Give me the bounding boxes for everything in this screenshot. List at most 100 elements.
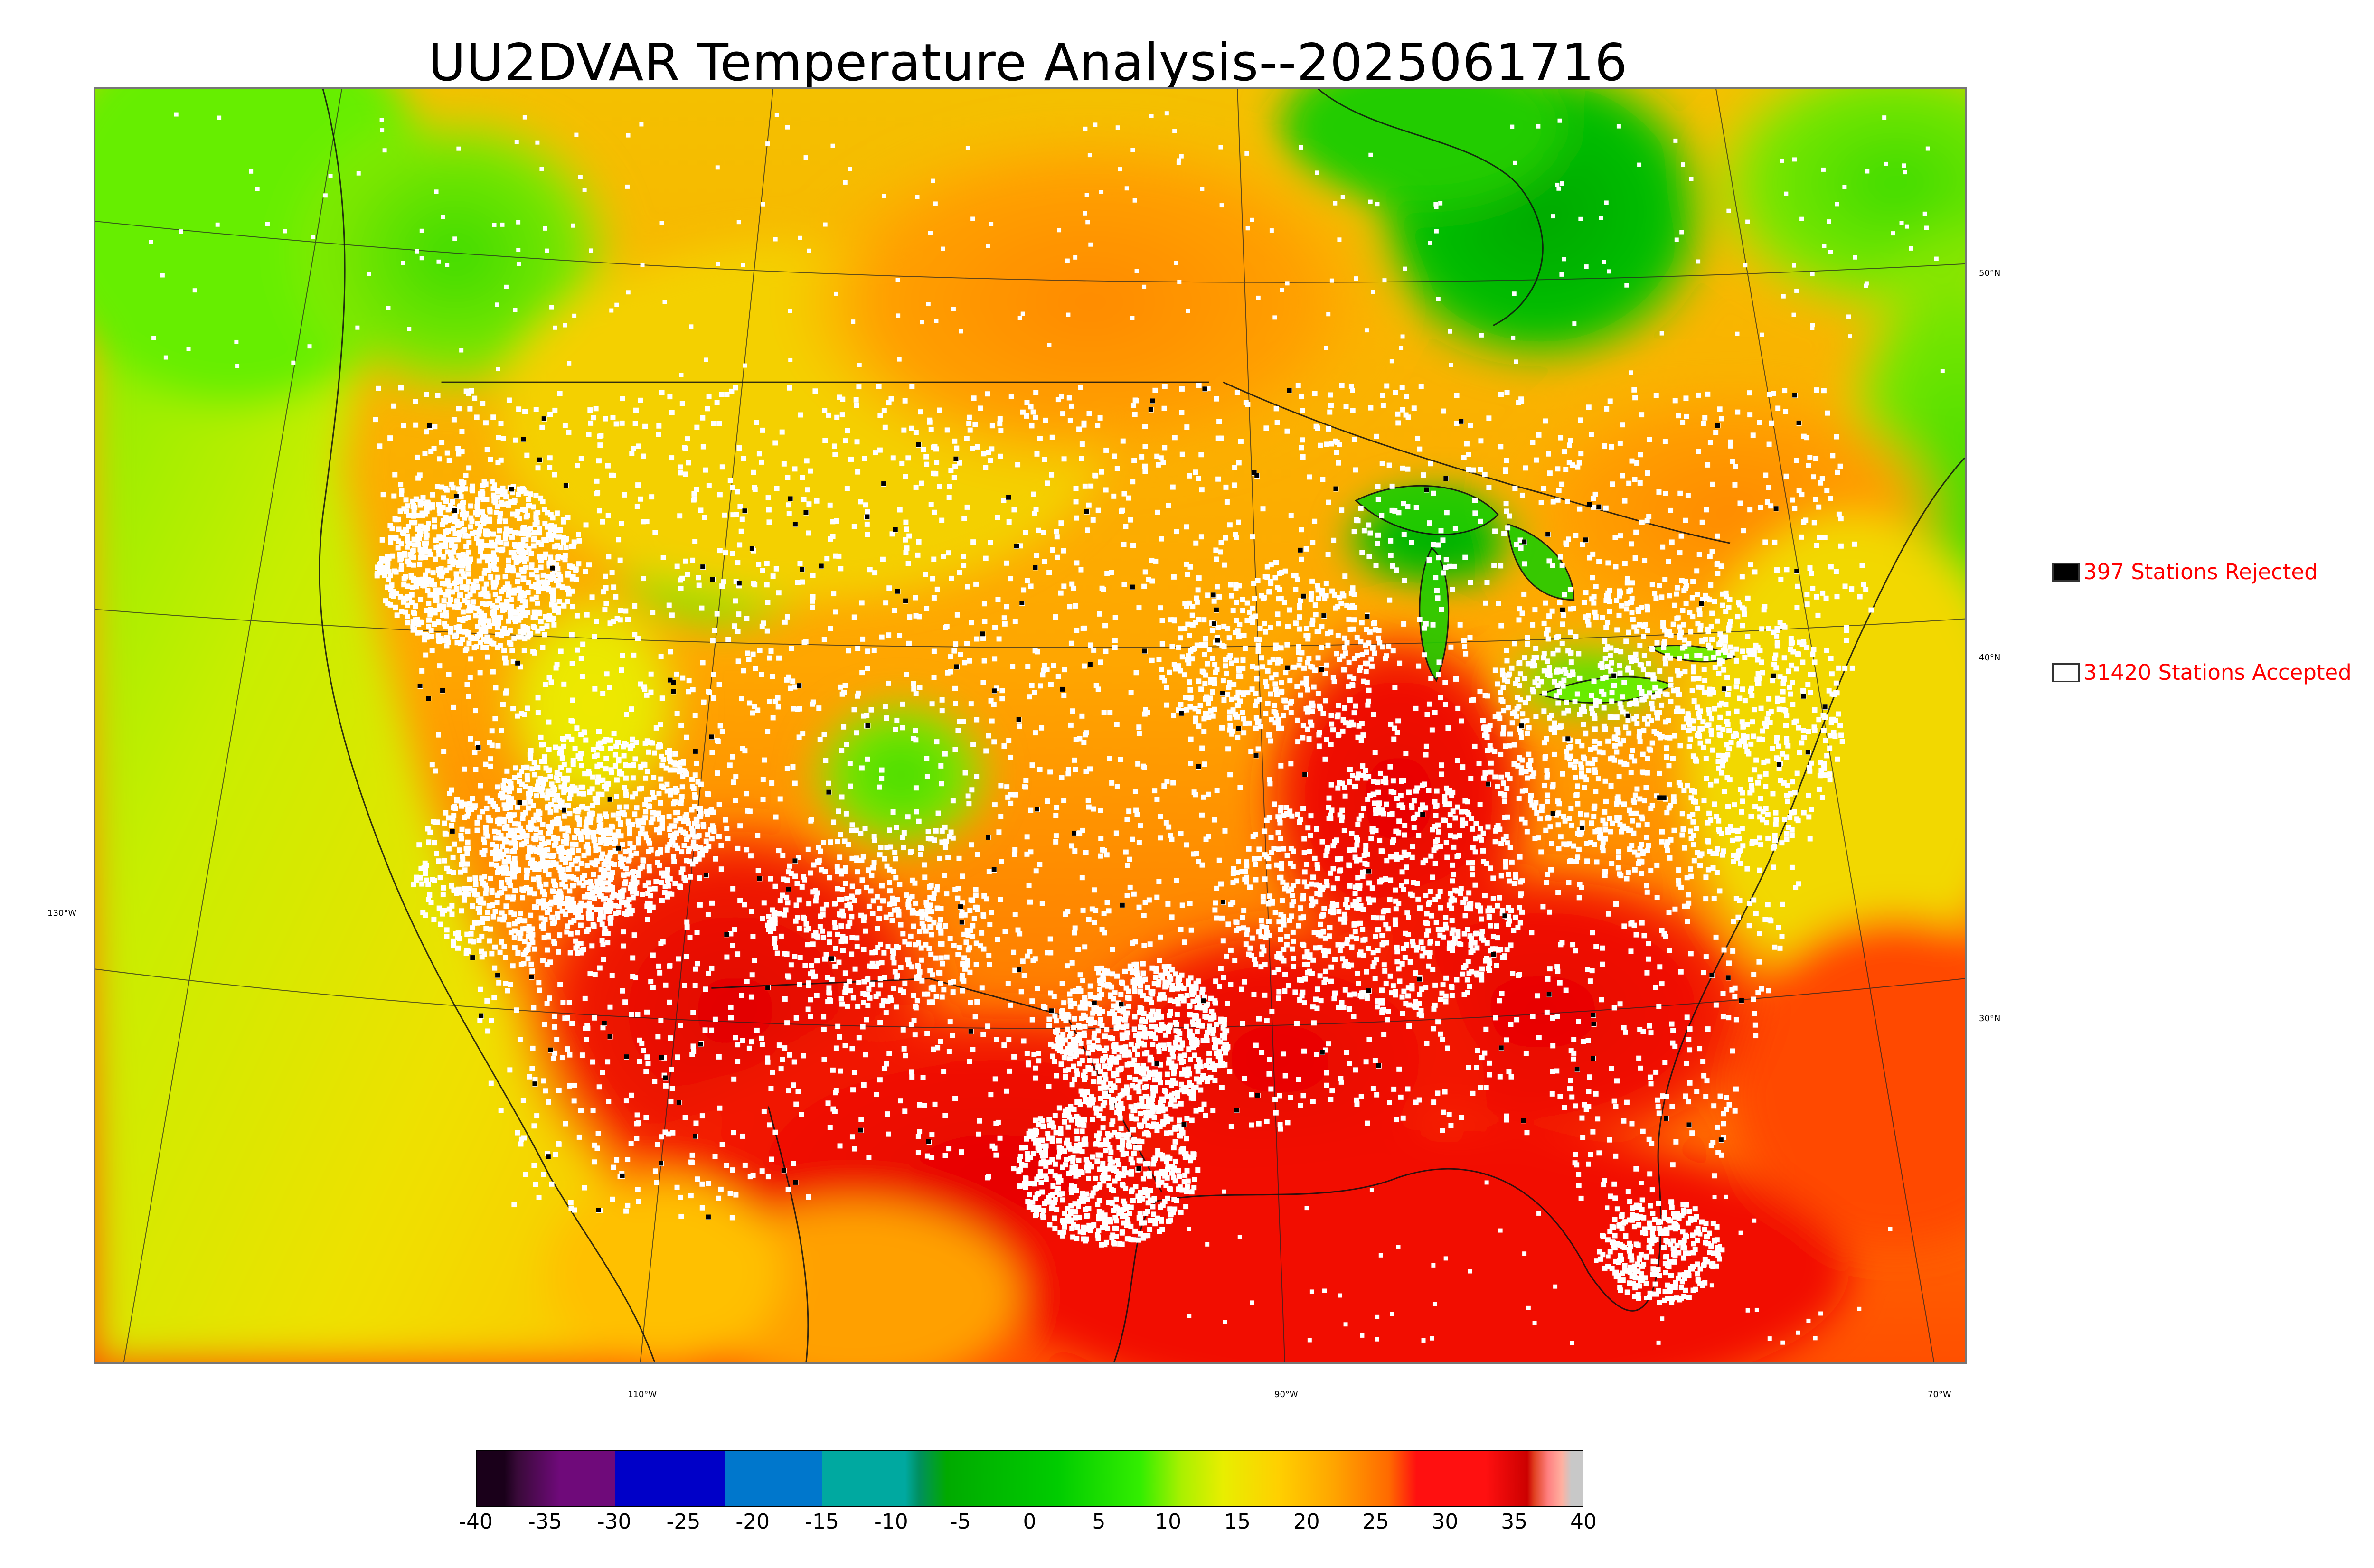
accepted-station-marker [1224, 953, 1229, 959]
accepted-station-marker [502, 655, 508, 661]
accepted-station-marker [1571, 859, 1576, 864]
accepted-station-marker [1160, 460, 1166, 465]
accepted-station-marker [462, 766, 467, 772]
accepted-station-marker [803, 921, 809, 927]
accepted-station-marker [1273, 560, 1279, 565]
accepted-station-marker [1844, 628, 1850, 633]
accepted-station-marker [666, 755, 672, 761]
accepted-station-marker [1701, 1073, 1707, 1079]
accepted-station-marker [1223, 484, 1229, 490]
accepted-station-marker [396, 526, 402, 532]
accepted-station-marker [597, 433, 603, 439]
accepted-station-marker [1747, 507, 1753, 513]
accepted-station-marker [661, 870, 667, 876]
accepted-station-marker [587, 971, 593, 977]
accepted-station-marker [1202, 761, 1207, 767]
accepted-station-marker [807, 468, 813, 474]
accepted-station-marker [1503, 501, 1509, 507]
accepted-station-marker [992, 624, 998, 630]
accepted-station-marker [487, 516, 492, 522]
accepted-station-marker [448, 552, 454, 557]
accepted-station-marker [733, 598, 738, 604]
accepted-station-marker [675, 1054, 680, 1060]
accepted-station-marker [1236, 858, 1241, 864]
accepted-station-marker [844, 742, 849, 747]
accepted-station-marker [1316, 596, 1321, 601]
accepted-station-marker [1660, 1093, 1665, 1099]
accepted-station-marker [1685, 903, 1690, 909]
accepted-station-marker [837, 1143, 843, 1149]
accepted-station-marker [710, 809, 716, 815]
accepted-station-marker [597, 442, 603, 448]
accepted-station-marker [1621, 680, 1627, 685]
accepted-station-marker [1555, 890, 1561, 895]
accepted-station-marker [664, 788, 670, 794]
accepted-station-marker [1104, 852, 1110, 858]
accepted-station-marker [1582, 1102, 1587, 1108]
accepted-station-marker [445, 528, 451, 534]
accepted-station-marker [1054, 1073, 1059, 1079]
accepted-station-marker [633, 407, 639, 413]
accepted-station-marker [1487, 1060, 1492, 1066]
accepted-station-marker [529, 968, 535, 974]
accepted-station-marker [1448, 1123, 1454, 1128]
accepted-station-marker [490, 492, 496, 498]
accepted-station-marker [1655, 1097, 1660, 1103]
accepted-station-marker [1268, 738, 1273, 744]
accepted-station-marker [1154, 796, 1160, 802]
accepted-station-marker [599, 921, 605, 927]
accepted-station-marker [1436, 555, 1441, 561]
accepted-station-marker [645, 1061, 651, 1067]
accepted-station-marker [441, 604, 446, 610]
accepted-station-marker [1224, 499, 1230, 505]
accepted-station-marker [1178, 702, 1184, 707]
accepted-station-marker [715, 739, 721, 744]
accepted-station-marker [841, 724, 847, 730]
accepted-station-marker [419, 510, 425, 516]
accepted-station-marker [1445, 1045, 1451, 1051]
accepted-station-marker [1609, 690, 1615, 695]
accepted-station-marker [590, 774, 596, 780]
accepted-station-marker [682, 814, 688, 820]
accepted-station-marker [1639, 519, 1645, 525]
accepted-station-marker [1614, 1078, 1620, 1084]
accepted-station-marker [803, 639, 809, 645]
accepted-station-marker [1659, 928, 1665, 933]
accepted-station-marker [1758, 505, 1763, 510]
accepted-station-marker [860, 1024, 866, 1030]
accepted-station-marker [827, 939, 832, 945]
accepted-station-marker [781, 461, 787, 467]
accepted-station-marker [843, 811, 849, 817]
accepted-station-marker [1260, 944, 1265, 950]
accepted-station-marker [830, 519, 836, 525]
accepted-station-marker [690, 1010, 696, 1015]
accepted-station-marker [1607, 653, 1613, 658]
accepted-station-marker [718, 866, 724, 872]
accepted-station-marker [565, 587, 571, 592]
accepted-station-marker [419, 668, 425, 674]
accepted-station-marker [453, 632, 459, 638]
accepted-station-marker [1103, 487, 1109, 493]
accepted-station-marker [667, 999, 672, 1005]
accepted-station-marker [512, 821, 518, 827]
accepted-station-marker [1217, 549, 1223, 555]
accepted-station-marker [437, 456, 443, 462]
accepted-station-marker [1852, 541, 1857, 547]
accepted-station-marker [515, 509, 521, 515]
accepted-station-marker [957, 570, 962, 575]
accepted-station-marker [1530, 440, 1536, 445]
accepted-station-marker [554, 1037, 560, 1042]
accepted-station-marker [1098, 659, 1103, 665]
accepted-station-marker [1166, 979, 1172, 985]
accepted-station-marker [429, 578, 435, 584]
accepted-station-marker [517, 1037, 523, 1042]
accepted-station-marker [1347, 767, 1353, 772]
accepted-station-marker [1020, 409, 1026, 415]
accepted-station-marker [1017, 931, 1023, 937]
accepted-station-marker [1704, 507, 1709, 513]
temperature-map[interactable] [94, 87, 1967, 1364]
accepted-station-marker [1053, 813, 1059, 818]
accepted-station-marker [1760, 670, 1765, 676]
accepted-station-marker [1093, 683, 1099, 688]
accepted-station-marker [1792, 790, 1798, 796]
